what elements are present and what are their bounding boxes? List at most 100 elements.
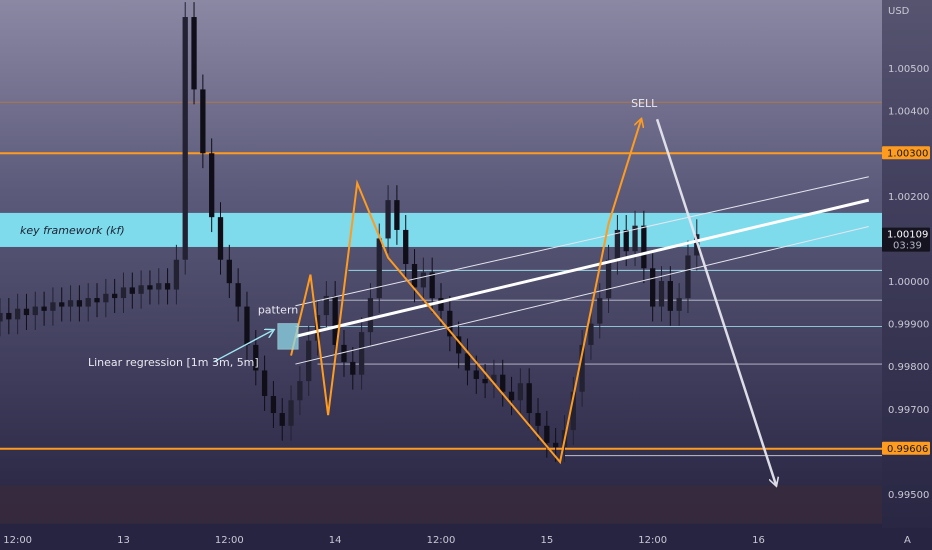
currency-label: USD [888, 6, 910, 17]
candle-body [403, 229, 409, 264]
candle-body [235, 283, 241, 307]
sell-arrow [655, 118, 776, 485]
candle-body [32, 306, 38, 316]
price-tag-resistance: 1.00300 [887, 148, 928, 159]
price-axis-background [882, 0, 932, 528]
candle-body [297, 381, 303, 401]
regression-mid-line [295, 198, 870, 338]
candle-body [120, 287, 127, 299]
candle-body [553, 442, 559, 448]
x-tick-label: 13 [117, 535, 130, 546]
regression-upper-line [295, 176, 869, 307]
y-tick-label: 0.99800 [888, 362, 929, 373]
candle-body [385, 200, 391, 239]
candle-body [76, 300, 83, 307]
candle-body [288, 400, 294, 426]
candle-body [59, 302, 65, 307]
candle-body [279, 413, 285, 426]
candle-body [455, 336, 462, 354]
candle-body [341, 344, 347, 362]
candle-body [323, 295, 329, 316]
candle-body [217, 217, 224, 260]
regression-label: Linear regression [1m 3m, 5m] [88, 356, 259, 369]
x-tick-label: 15 [540, 535, 553, 546]
candle-body [579, 344, 585, 392]
candle-body [526, 383, 532, 414]
candle-body [508, 391, 515, 401]
zones-layer: key framework (kf) [0, 212, 882, 524]
candle-body [103, 293, 109, 303]
candle-body [50, 302, 56, 311]
candle-body [605, 259, 612, 299]
y-tick-label: 0.99500 [888, 490, 929, 501]
candle-body [6, 312, 12, 320]
candle-body [358, 332, 365, 375]
price-tag-support-bg [882, 441, 930, 455]
price-tag-current-time: 03:39 [893, 241, 922, 252]
candle-body [500, 374, 506, 392]
bottom-zone [0, 485, 882, 524]
candle-body [41, 306, 47, 311]
x-tick-label: 12:00 [638, 535, 667, 546]
candle-body [367, 298, 374, 333]
candle-body [23, 308, 30, 316]
candle-body [588, 323, 594, 345]
candle-body [156, 283, 162, 290]
price-tag-current: 1.00109 [887, 230, 928, 241]
candle-body [376, 238, 382, 299]
candle-body [597, 298, 603, 324]
candle-body [164, 283, 171, 290]
x-tick-label: 16 [752, 535, 765, 546]
pattern-marker-box [277, 323, 299, 350]
candle-body [14, 308, 21, 320]
candle-body [535, 413, 541, 426]
y-tick-label: 0.99700 [888, 405, 929, 416]
y-tick-label: 1.00500 [888, 64, 929, 75]
key-framework-zone [0, 212, 882, 247]
candle-body [67, 300, 74, 307]
candle-body [570, 391, 576, 431]
regression-arrow [213, 330, 273, 363]
candle-body [209, 153, 215, 218]
candle-body [173, 259, 180, 290]
candle-body [632, 225, 638, 252]
pattern-label: pattern [258, 304, 298, 317]
key-framework-label: key framework (kf) [20, 224, 125, 237]
candle-body [200, 89, 206, 154]
levels-layer [0, 101, 882, 457]
candle-body [138, 285, 144, 294]
x-tick-label: 12:00 [3, 535, 32, 546]
candle-body [350, 361, 356, 375]
time-axis-background [0, 528, 932, 550]
candle-body [517, 383, 524, 401]
candle-body [641, 225, 647, 269]
y-tick-label: 0.99900 [888, 320, 929, 331]
candle-body [464, 353, 471, 371]
candle-body [147, 285, 153, 290]
candle-body [270, 396, 277, 414]
candle-body [332, 295, 338, 345]
candle-body [685, 255, 691, 299]
candle-body [85, 298, 91, 307]
axes-layer: 1.00500 1.00400 1.00200 1.00000 0.99900 0.998… [3, 64, 930, 546]
price-tag-support: 0.99606 [887, 444, 928, 455]
candle-body [438, 298, 444, 311]
x-tick-label: 12:00 [215, 535, 244, 546]
candle-body [394, 200, 400, 230]
zigzag-pattern [290, 119, 641, 465]
settings-a-icon[interactable]: A [904, 535, 911, 546]
candle-body [667, 281, 673, 311]
candles-layer [0, 2, 700, 462]
sell-label: SELL [631, 97, 658, 110]
candle-body [253, 344, 259, 371]
candle-body [182, 17, 188, 260]
candle-body [226, 259, 232, 284]
candle-body [491, 374, 497, 384]
candle-body [261, 370, 268, 396]
candle-body [623, 229, 629, 252]
candle-body [473, 370, 479, 379]
candle-body [544, 425, 550, 443]
price-tag-resistance-bg [882, 146, 930, 160]
